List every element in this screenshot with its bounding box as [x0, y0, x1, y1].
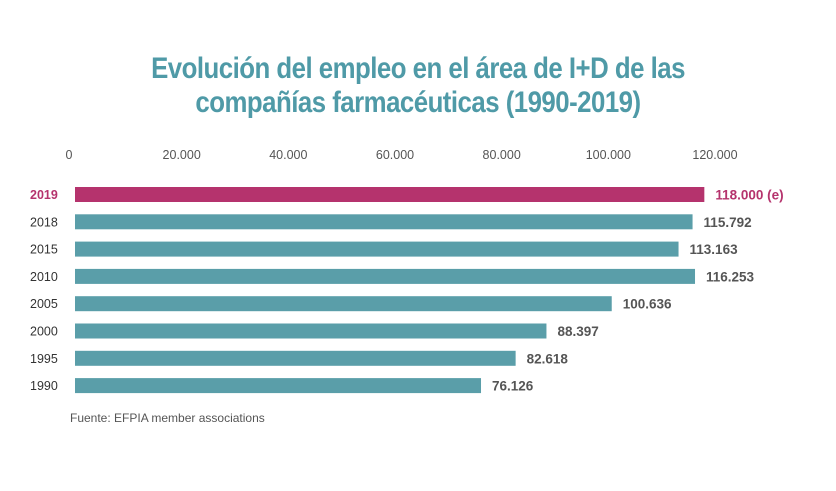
category-label: 2010 — [30, 270, 58, 284]
bar — [75, 378, 482, 394]
value-label: 113.163 — [690, 242, 739, 257]
bar — [75, 296, 612, 312]
category-label: 2000 — [30, 325, 58, 339]
chart-title: Evolución del empleo en el área de I+D d… — [59, 52, 778, 120]
x-tick-label: 100.000 — [586, 148, 631, 162]
category-label: 2015 — [30, 243, 58, 257]
category-label: 2005 — [30, 297, 58, 311]
category-label: 1995 — [30, 352, 58, 366]
category-label: 1990 — [30, 379, 58, 393]
category-label: 2018 — [30, 215, 58, 229]
value-label: 100.636 — [623, 297, 672, 312]
bar — [75, 350, 516, 366]
chart-title-line-1: Evolución del empleo en el área de I+D d… — [151, 52, 685, 85]
bar — [75, 187, 705, 202]
bar — [75, 268, 696, 284]
bar — [75, 214, 693, 230]
bar — [75, 323, 547, 339]
value-label: 118.000 (e) — [715, 188, 783, 203]
x-tick-label: 20.000 — [163, 148, 201, 162]
x-tick-label: 40.000 — [269, 148, 307, 162]
x-tick-label: 0 — [66, 148, 73, 162]
x-tick-label: 60.000 — [376, 148, 414, 162]
x-tick-label: 120.000 — [692, 148, 737, 162]
x-tick-label: 80.000 — [483, 148, 521, 162]
value-label: 116.253 — [706, 269, 755, 284]
value-label: 82.618 — [527, 351, 569, 366]
value-label: 76.126 — [492, 379, 534, 394]
chart-title-line-2: compañías farmacéuticas (1990-2019) — [195, 86, 641, 119]
category-label: 2019 — [30, 188, 58, 202]
source-note: Fuente: EFPIA member associations — [70, 411, 265, 425]
value-label: 88.397 — [557, 324, 598, 339]
value-label: 115.792 — [704, 215, 752, 230]
bar — [75, 241, 679, 257]
